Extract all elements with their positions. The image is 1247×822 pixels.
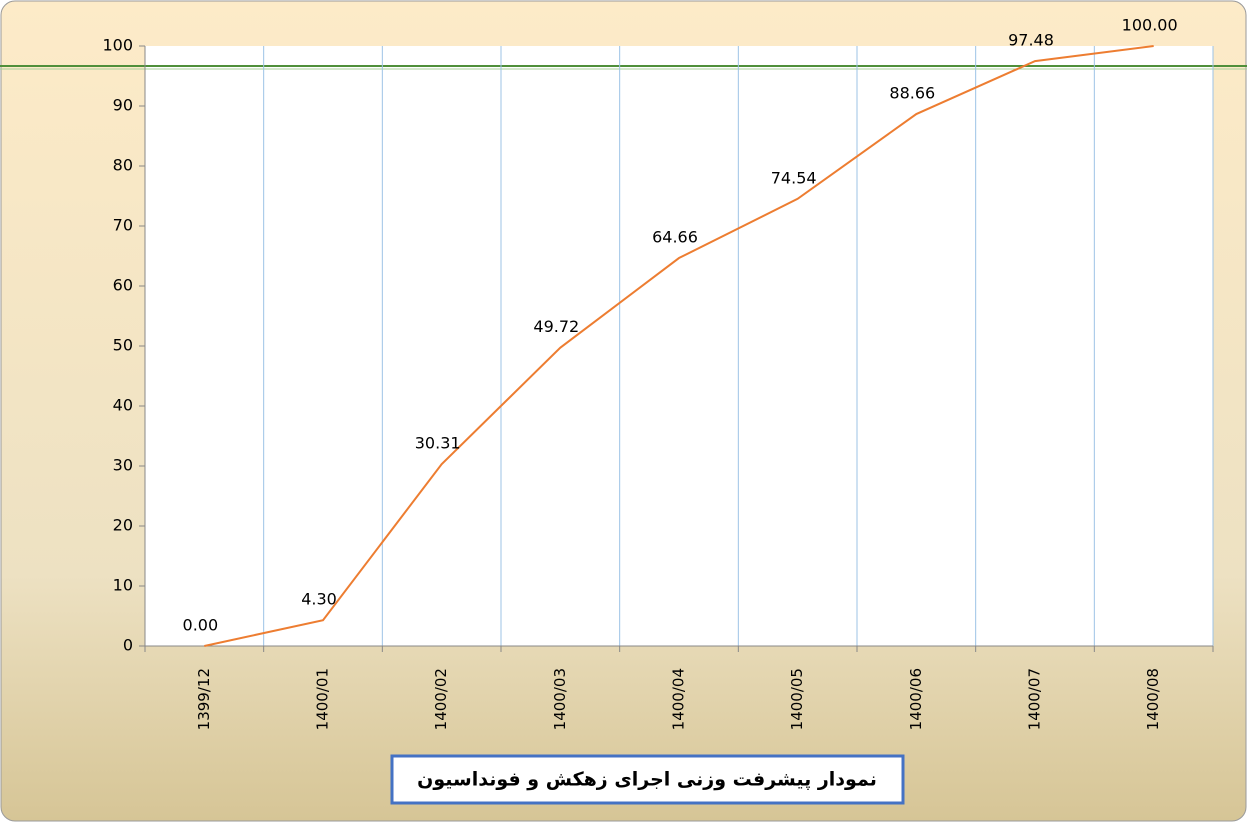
- y-tick-label: 20: [113, 516, 133, 535]
- y-tick-label: 90: [113, 96, 133, 115]
- x-tick-label: 1400/04: [670, 668, 688, 730]
- data-label: 4.30: [301, 590, 337, 609]
- data-label: 74.54: [771, 168, 817, 187]
- data-label: 30.31: [415, 434, 461, 453]
- y-tick-label: 40: [113, 396, 133, 415]
- x-tick-label: 1400/07: [1026, 668, 1044, 730]
- y-tick-label: 80: [113, 156, 133, 175]
- y-tick-label: 70: [113, 216, 133, 235]
- x-tick-label: 1400/06: [907, 668, 925, 730]
- x-tick-label: 1400/03: [551, 668, 569, 730]
- x-tick-label: 1400/05: [788, 668, 806, 730]
- y-tick-label: 50: [113, 336, 133, 355]
- y-tick-label: 60: [113, 276, 133, 295]
- plot-area: [145, 46, 1213, 646]
- x-tick-label: 1400/02: [432, 668, 450, 730]
- y-tick-label: 0: [123, 636, 133, 655]
- y-tick-label: 100: [102, 36, 133, 55]
- data-label: 88.66: [889, 84, 935, 103]
- data-label: 49.72: [533, 317, 579, 336]
- line: [204, 45, 1154, 647]
- chart-title: نمودار پیشرفت وزنی اجرای زهکش و فونداسیو…: [417, 769, 877, 791]
- data-label: 64.66: [652, 228, 698, 247]
- data-label: 100.00: [1122, 16, 1178, 35]
- data-label: 97.48: [1008, 31, 1054, 50]
- data-label: 0.00: [183, 616, 219, 635]
- x-tick-label: 1400/08: [1144, 668, 1162, 730]
- title-box: [390, 754, 905, 805]
- x-tick-label: 1399/12: [195, 668, 213, 730]
- y-tick-label: 30: [113, 456, 133, 475]
- y-tick-label: 10: [113, 576, 133, 595]
- x-tick-label: 1400/01: [314, 668, 332, 730]
